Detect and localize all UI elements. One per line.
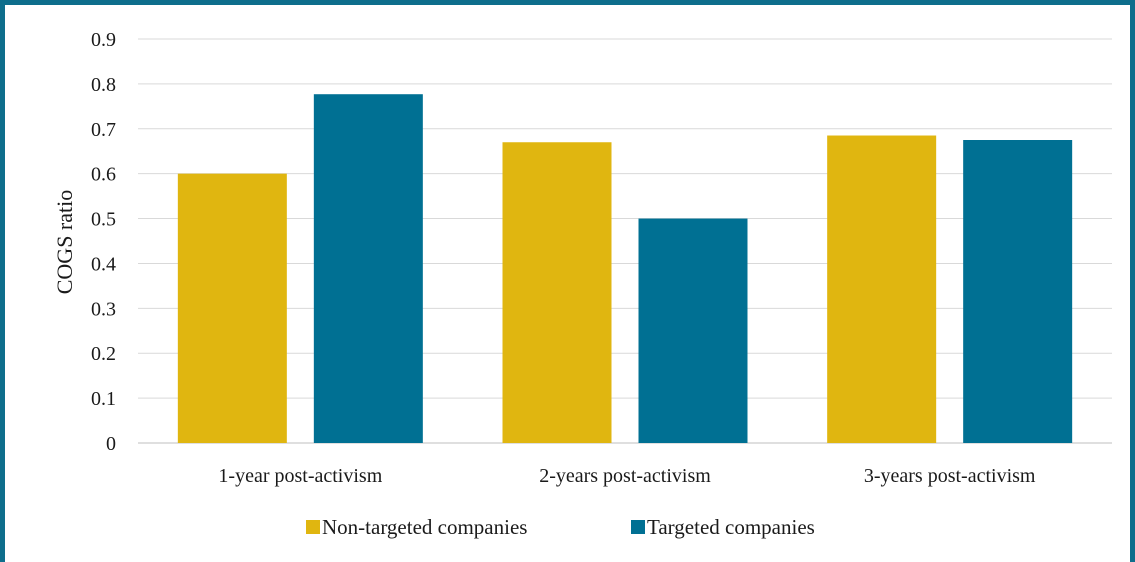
y-tick-label: 0.3	[91, 298, 116, 320]
y-tick-label: 0.6	[91, 164, 116, 186]
y-tick-label: 0.8	[91, 74, 116, 96]
legend-label: Targeted companies	[647, 515, 815, 539]
bar-non-targeted	[827, 135, 937, 443]
bar-non-targeted	[502, 142, 612, 443]
bar-targeted	[313, 94, 423, 444]
x-tick-label: 1-year post-activism	[218, 465, 382, 487]
y-tick-label: 0.4	[91, 253, 116, 275]
legend-swatch	[631, 520, 645, 534]
y-tick-label: 0.9	[91, 29, 116, 51]
y-axis-ticks: 0 0.1 0.2 0.3 0.4 0.5 0.6 0.7 0.8 0.9	[91, 29, 116, 455]
y-tick-label: 0.7	[91, 119, 116, 141]
x-axis-ticks: 1-year post-activism 2-years post-activis…	[218, 465, 1036, 487]
legend-label: Non-targeted companies	[322, 515, 527, 539]
x-tick-label: 3-years post-activism	[864, 465, 1036, 487]
x-tick-label: 2-years post-activism	[539, 465, 711, 487]
bars	[177, 94, 1073, 444]
legend-swatch	[306, 520, 320, 534]
y-tick-label: 0.1	[91, 388, 116, 410]
gridlines	[138, 38, 1112, 444]
bar-targeted	[638, 218, 748, 443]
y-axis-title: COGS ratio	[52, 190, 77, 295]
bar-non-targeted	[177, 173, 287, 443]
y-tick-label: 0.5	[91, 209, 116, 231]
legend: Non-targeted companies Targeted companies	[306, 515, 815, 539]
bar-targeted	[963, 140, 1073, 443]
y-tick-label: 0	[106, 433, 116, 455]
y-tick-label: 0.2	[91, 343, 116, 365]
